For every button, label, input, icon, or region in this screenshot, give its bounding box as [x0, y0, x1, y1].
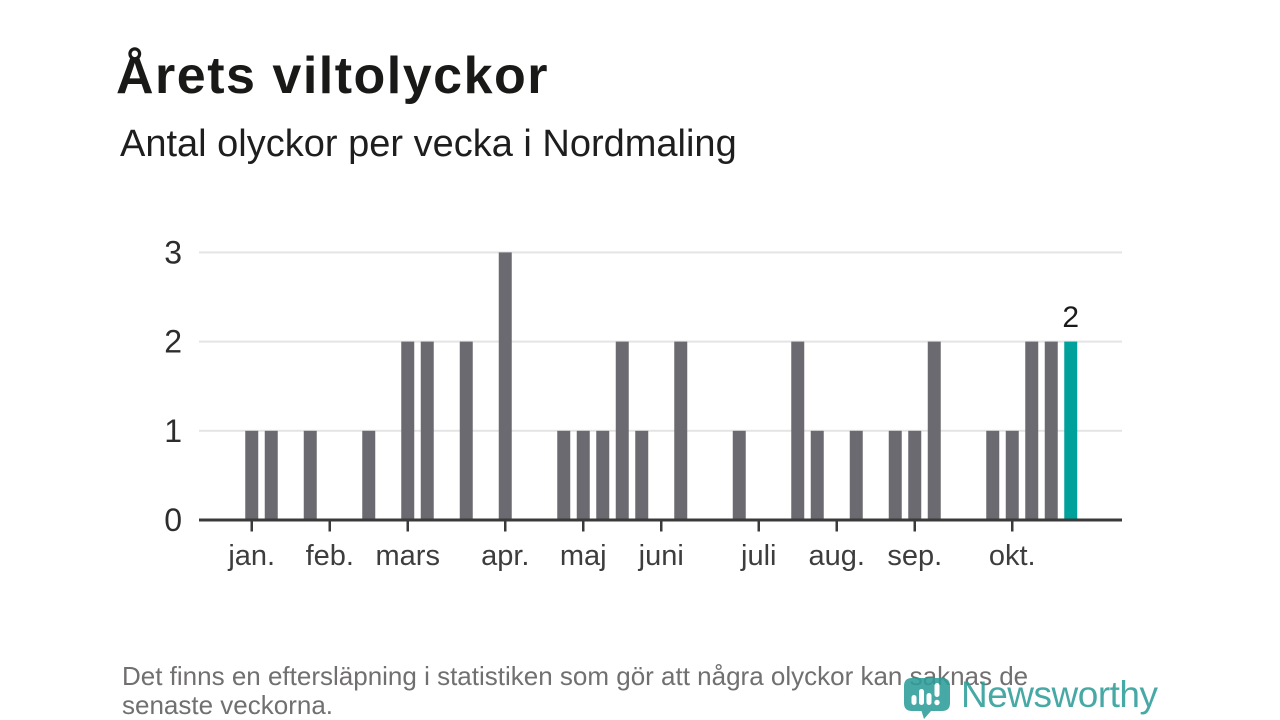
- footer-note-line-1: Det finns en eftersläpning i statistiken…: [122, 661, 1029, 691]
- x-axis-tick: [504, 521, 507, 532]
- page-title: Årets viltolyckor: [116, 46, 549, 105]
- x-axis-tick: [835, 521, 838, 532]
- bar: [927, 341, 941, 520]
- x-axis-tick-label: jan.: [227, 540, 275, 572]
- x-axis-tick-label: apr.: [481, 540, 529, 572]
- x-axis-tick: [406, 521, 409, 532]
- logo-bar-icon: [926, 693, 932, 705]
- x-axis-tick-label: juli: [740, 540, 776, 572]
- footer-note-line-2: senaste veckorna.: [122, 690, 334, 720]
- x-axis-tick: [582, 521, 585, 532]
- bar: [420, 341, 434, 520]
- x-axis-tick-label: maj: [560, 540, 607, 572]
- bar: [1005, 430, 1019, 520]
- footer-note: Det finns en eftersläpning i statistiken…: [122, 662, 1192, 720]
- bar: [498, 252, 512, 520]
- bar: [849, 430, 863, 520]
- newsworthy-logo: Newsworthy: [903, 674, 1158, 719]
- logo-bar-icon: [919, 689, 924, 705]
- x-axis-line: [199, 518, 1122, 522]
- x-axis-tick-label: sep.: [887, 540, 942, 572]
- x-axis-tick: [250, 521, 253, 532]
- x-axis-tick: [328, 521, 331, 532]
- bar: [732, 430, 746, 520]
- newsworthy-logo-text: Newsworthy: [961, 674, 1158, 715]
- bar: [615, 341, 629, 520]
- bar: [810, 430, 824, 520]
- bar: [986, 430, 1000, 520]
- gridline: [199, 429, 1122, 432]
- bar: [264, 430, 278, 520]
- gridline: [199, 251, 1122, 254]
- bar: [791, 341, 805, 520]
- newsworthy-logo-icon: [904, 678, 950, 719]
- highlighted-bar: [1064, 341, 1078, 520]
- bar: [596, 430, 610, 520]
- bar: [1044, 341, 1058, 520]
- x-axis-tick-label: juni: [638, 540, 684, 572]
- x-axis-tick-label: mars: [376, 540, 440, 572]
- logo-bar-icon: [911, 695, 917, 705]
- y-axis-tick-label: 1: [164, 413, 182, 449]
- logo-exclamation-icon: [934, 683, 940, 697]
- x-axis-tick: [757, 521, 760, 532]
- y-axis-tick-label: 3: [164, 234, 182, 270]
- bar: [245, 430, 259, 520]
- highlight-value-label: 2: [1062, 301, 1079, 334]
- x-axis-tick: [660, 521, 663, 532]
- chart-subtitle: Antal olyckor per vecka i Nordmaling: [120, 123, 737, 165]
- x-axis-tick-label: feb.: [306, 540, 354, 572]
- bar: [401, 341, 415, 520]
- bar: [1025, 341, 1039, 520]
- bar: [557, 430, 571, 520]
- bar: [459, 341, 473, 520]
- bar: [303, 430, 317, 520]
- bar: [576, 430, 590, 520]
- bar: [674, 341, 688, 520]
- x-axis-tick-label: aug.: [809, 540, 865, 572]
- logo-exclamation-dot: [934, 699, 940, 706]
- gridline: [199, 340, 1122, 343]
- y-axis-tick-label: 2: [164, 324, 182, 360]
- x-axis-tick-label: okt.: [989, 540, 1036, 572]
- bar: [888, 430, 902, 520]
- x-axis-tick: [913, 521, 916, 532]
- bar: [908, 430, 922, 520]
- x-axis-tick: [1011, 521, 1014, 532]
- y-axis-tick-label: 0: [164, 502, 182, 538]
- bar: [362, 430, 376, 520]
- bar: [635, 430, 649, 520]
